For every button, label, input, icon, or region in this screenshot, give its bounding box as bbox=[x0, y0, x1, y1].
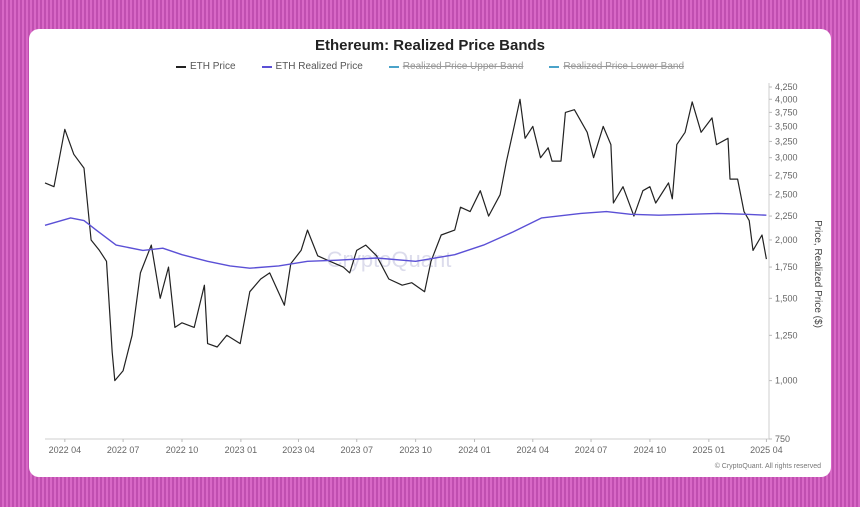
legend-label-lower-band: Realized Price Lower Band bbox=[563, 61, 685, 72]
y-axis-label: Price, Realized Price ($) bbox=[812, 220, 823, 328]
x-tick-label: 2022 10 bbox=[166, 445, 199, 455]
x-tick-label: 2025 04 bbox=[750, 445, 783, 455]
y-tick-label: 3,750 bbox=[775, 107, 798, 117]
x-tick-label: 2023 10 bbox=[399, 445, 432, 455]
x-tick-label: 2024 10 bbox=[634, 445, 667, 455]
legend-label-upper-band: Realized Price Upper Band bbox=[402, 61, 524, 72]
legend-item-lower-band[interactable]: Realized Price Lower Band bbox=[549, 61, 684, 72]
chart-plot: CryptoQuant 2022 04 2022 07 2022 10 2023 01… bbox=[44, 82, 823, 455]
y-tick-label: 4,000 bbox=[775, 94, 798, 104]
y-tick-label: 1,500 bbox=[775, 293, 798, 303]
legend-label-eth-price: ETH Price bbox=[189, 61, 236, 72]
x-tick-label: 2022 04 bbox=[49, 445, 82, 455]
y-tick-label: 3,250 bbox=[775, 136, 798, 146]
legend-swatch-eth-realized-price bbox=[261, 65, 272, 68]
y-tick-label: 1,250 bbox=[775, 330, 798, 340]
x-tick-label: 2023 07 bbox=[340, 445, 373, 455]
x-tick-label: 2022 07 bbox=[107, 445, 140, 455]
legend: ETH Price ETH Realized Price Realized Pr… bbox=[29, 61, 831, 72]
y-tick-label: 3,500 bbox=[775, 121, 798, 131]
legend-swatch-eth-price bbox=[175, 65, 186, 68]
legend-swatch-lower-band bbox=[549, 65, 560, 68]
axes: 2022 04 2022 07 2022 10 2023 01 2023 04 2023 … bbox=[45, 82, 798, 455]
y-tick-label: 1,750 bbox=[775, 262, 798, 272]
legend-item-upper-band[interactable]: Realized Price Upper Band bbox=[388, 61, 524, 72]
y-tick-label: 2,750 bbox=[775, 170, 798, 180]
x-tick-label: 2023 01 bbox=[225, 445, 258, 455]
chart-card: Ethereum: Realized Price Bands ETH Price… bbox=[29, 29, 831, 477]
x-tick-label: 2023 04 bbox=[282, 445, 315, 455]
legend-swatch-upper-band bbox=[388, 65, 399, 68]
y-tick-label: 2,500 bbox=[775, 190, 798, 200]
y-tick-label: 2,000 bbox=[775, 235, 798, 245]
legend-item-eth-price[interactable]: ETH Price bbox=[175, 61, 236, 72]
copyright-text: © CryptoQuant. All rights reserved bbox=[714, 463, 821, 470]
x-tick-label: 2025 01 bbox=[693, 445, 726, 455]
series-line-eth-price bbox=[44, 98, 767, 382]
x-tick-label: 2024 01 bbox=[458, 445, 491, 455]
legend-label-eth-realized-price: ETH Realized Price bbox=[275, 61, 363, 72]
series-line-eth-realized-price bbox=[44, 210, 767, 269]
y-tick-label: 750 bbox=[775, 434, 790, 444]
y-tick-label: 2,250 bbox=[775, 211, 798, 221]
chart-title: Ethereum: Realized Price Bands bbox=[314, 37, 546, 54]
y-tick-label: 3,000 bbox=[775, 153, 798, 163]
y-tick-label: 1,000 bbox=[775, 376, 798, 386]
x-tick-label: 2024 07 bbox=[575, 445, 608, 455]
legend-item-eth-realized-price[interactable]: ETH Realized Price bbox=[261, 61, 363, 72]
y-tick-label: 4,250 bbox=[775, 82, 798, 92]
series-lines bbox=[44, 98, 767, 382]
x-tick-label: 2024 04 bbox=[517, 445, 550, 455]
